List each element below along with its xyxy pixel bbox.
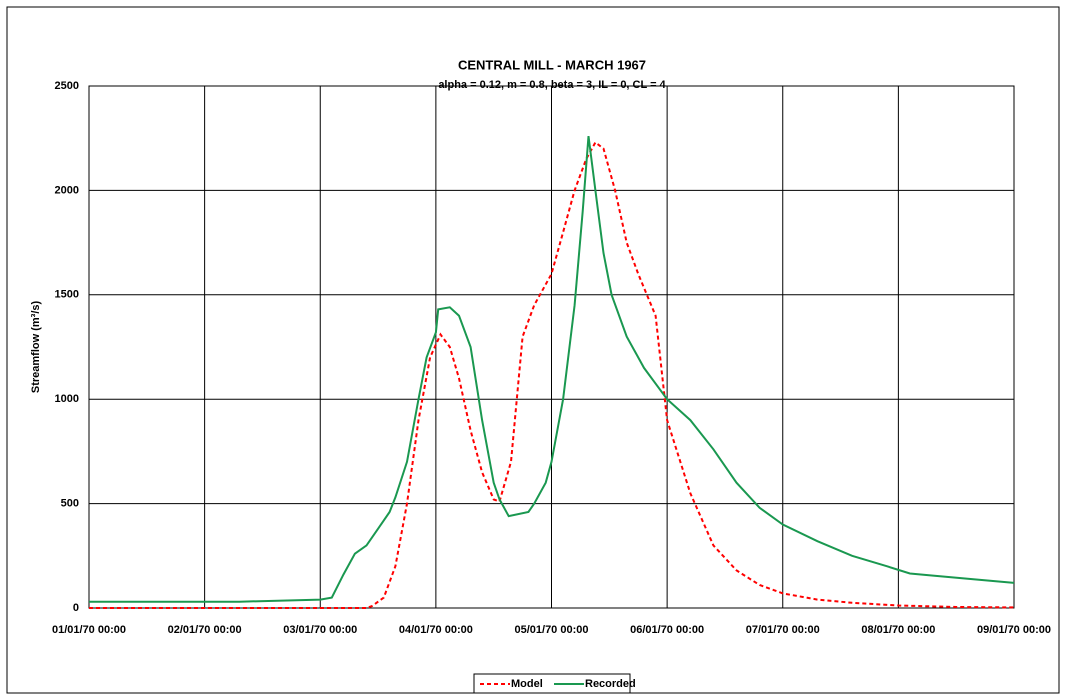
x-tick-label: 02/01/70 00:00 — [168, 624, 242, 636]
chart-subtitle: alpha = 0.12, m = 0.8, beta = 3, IL = 0,… — [438, 79, 666, 91]
x-tick-label: 03/01/70 00:00 — [283, 624, 357, 636]
legend-label: Recorded — [585, 678, 636, 690]
series-line — [89, 140, 1015, 609]
y-tick-label: 0 — [73, 602, 79, 614]
chart-title: CENTRAL MILL - MARCH 1967 — [458, 57, 646, 72]
x-tick-label: 07/01/70 00:00 — [746, 624, 820, 636]
legend-box — [473, 673, 631, 694]
x-tick-label: 05/01/70 00:00 — [514, 624, 588, 636]
y-tick-label: 500 — [61, 498, 79, 510]
x-tick-label: 08/01/70 00:00 — [861, 624, 935, 636]
x-tick-label: 09/01/70 00:00 — [977, 624, 1051, 636]
x-tick-label: 04/01/70 00:00 — [399, 624, 473, 636]
y-axis-label: Streamflow (m³/s) — [30, 301, 42, 394]
legend-label: Model — [511, 678, 543, 690]
plot-border — [88, 85, 1015, 609]
y-tick-label: 1000 — [55, 393, 79, 405]
y-tick-label: 2500 — [55, 80, 79, 92]
chart-border — [6, 6, 1060, 694]
x-tick-label: 06/01/70 00:00 — [630, 624, 704, 636]
y-tick-label: 1500 — [55, 289, 79, 301]
y-tick-label: 2000 — [55, 184, 79, 196]
x-tick-label: 01/01/70 00:00 — [52, 624, 126, 636]
series-line — [89, 135, 1015, 603]
